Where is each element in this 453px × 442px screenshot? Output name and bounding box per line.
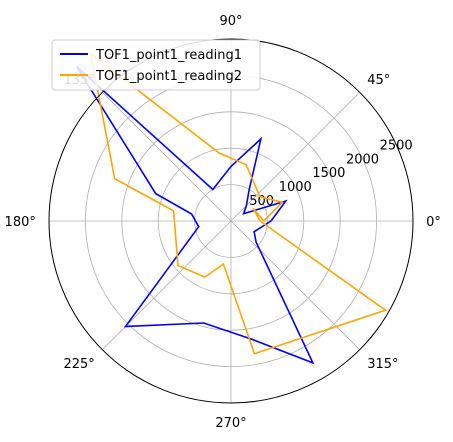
series-lines <box>75 51 388 365</box>
r-tick-label-500: 500 <box>249 194 274 209</box>
theta-tick-label-180: 180° <box>5 215 36 230</box>
r-tick-label-1500: 1500 <box>312 166 345 181</box>
theta-tick-label-315: 315° <box>367 357 398 372</box>
grid-spoke-45 <box>230 92 360 222</box>
theta-tick-label-225: 225° <box>63 357 94 372</box>
polar-grid <box>49 39 413 403</box>
r-tick-label-1000: 1000 <box>279 180 312 195</box>
series-line-2 <box>89 51 388 355</box>
grid-spoke-225 <box>102 220 232 350</box>
r-tick-label-2000: 2000 <box>346 152 379 167</box>
theta-tick-label-45: 45° <box>367 73 390 88</box>
polar-frame <box>48 38 414 404</box>
legend-box <box>51 39 261 91</box>
legend-label-reading1: TOF1_point1_reading1 <box>95 48 242 63</box>
r-tick-label-2500: 2500 <box>380 138 413 153</box>
legend: TOF1_point1_reading1 TOF1_point1_reading… <box>51 39 261 91</box>
theta-tick-label-90: 90° <box>219 14 242 29</box>
grid-spoke-135 <box>102 92 232 222</box>
series-line-1 <box>75 66 315 365</box>
grid-spoke-315 <box>230 220 360 350</box>
legend-label-reading2: TOF1_point1_reading2 <box>95 69 242 84</box>
theta-tick-label-270: 270° <box>215 416 246 431</box>
theta-tick-label-0: 0° <box>426 215 441 230</box>
